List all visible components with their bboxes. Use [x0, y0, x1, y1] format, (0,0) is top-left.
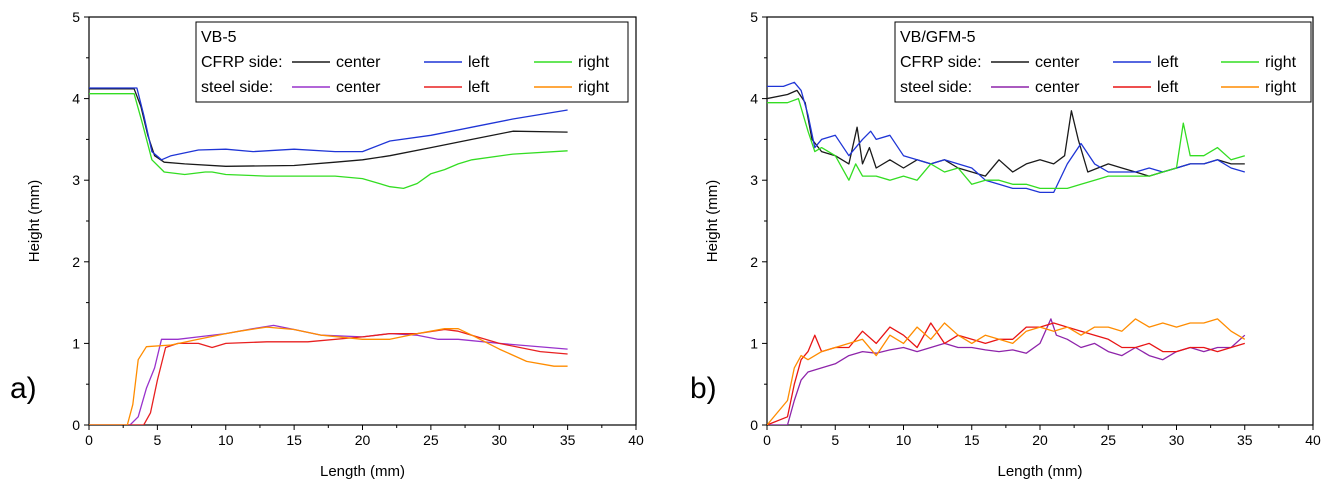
y-tick-label: 2 [750, 254, 758, 270]
series-line-steel-right [767, 318, 1246, 425]
y-tick-label: 1 [72, 335, 80, 351]
y-tick-label: 4 [750, 91, 758, 107]
series-line-steel-left [89, 328, 568, 425]
y-tick-label: 0 [72, 417, 80, 433]
x-tick-label: 15 [964, 432, 980, 448]
x-tick-label: 20 [355, 432, 371, 448]
x-tick-label: 35 [560, 432, 576, 448]
series-line-steel-center [767, 318, 1246, 425]
panel-label: a) [10, 372, 37, 405]
legend-entry-cfrp-center: center [1035, 54, 1080, 71]
legend-entry-steel-left: left [468, 79, 490, 96]
legend-entry-steel-center: center [1035, 79, 1080, 96]
legend-cfrp-label: CFRP side: [900, 54, 982, 71]
x-tick-label: 5 [831, 432, 839, 448]
legend-entry-steel-right: right [578, 79, 610, 96]
legend-steel-label: steel side: [900, 79, 972, 96]
series-line-cfrp-right [767, 97, 1245, 190]
x-tick-label: 30 [1169, 432, 1185, 448]
y-axis-title: Height (mm) [26, 180, 43, 263]
legend-entry-cfrp-right: right [1265, 54, 1297, 71]
x-tick-label: 10 [896, 432, 912, 448]
series-line-cfrp-center [767, 89, 1245, 177]
series-line-cfrp-left [89, 87, 568, 161]
legend-entry-cfrp-left: left [468, 54, 490, 71]
x-tick-label: 40 [628, 432, 644, 448]
legend-entry-cfrp-right: right [578, 54, 610, 71]
y-tick-label: 3 [72, 172, 80, 188]
panel-label: b) [690, 372, 717, 405]
y-axis-title: Height (mm) [704, 180, 721, 263]
legend-entry-steel-right: right [1265, 79, 1297, 96]
y-tick-label: 2 [72, 254, 80, 270]
series-line-cfrp-right [89, 93, 568, 190]
legend: VB-5 CFRP side: steel side: center left right… [195, 21, 629, 103]
series-line-steel-right [89, 326, 568, 425]
series-group [89, 87, 568, 425]
y-tick-label: 0 [750, 417, 758, 433]
y-tick-label: 4 [72, 91, 80, 107]
x-tick-label: 0 [85, 432, 93, 448]
x-tick-label: 0 [763, 432, 771, 448]
x-tick-label: 40 [1305, 432, 1321, 448]
x-tick-label: 15 [286, 432, 302, 448]
legend-entry-cfrp-left: left [1157, 54, 1179, 71]
legend-entry-cfrp-center: center [336, 54, 381, 71]
legend-entry-steel-center: center [336, 79, 381, 96]
x-axis-title: Length (mm) [320, 463, 405, 480]
chart-panel-a: 0 5 10 15 20 25 30 35 40 0 1 2 3 4 5 Length (mm) Height … [10, 9, 644, 480]
x-axis-title: Length (mm) [997, 463, 1082, 480]
x-tick-label: 20 [1032, 432, 1048, 448]
legend-title: VB/GFM-5 [900, 29, 976, 46]
legend: VB/GFM-5 CFRP side: steel side: center left r… [894, 21, 1312, 103]
y-tick-label: 5 [750, 9, 758, 25]
legend-title: VB-5 [201, 29, 237, 46]
x-tick-label: 5 [153, 432, 161, 448]
x-tick-label: 30 [491, 432, 507, 448]
legend-steel-label: steel side: [201, 79, 273, 96]
series-line-cfrp-center [89, 88, 568, 167]
x-tick-label: 10 [218, 432, 234, 448]
legend-entry-steel-left: left [1157, 79, 1179, 96]
y-tick-label: 3 [750, 172, 758, 188]
x-tick-label: 25 [1100, 432, 1116, 448]
y-tick-label: 1 [750, 335, 758, 351]
chart-panel-b: 0 5 10 15 20 25 30 35 40 0 1 2 3 4 5 Length (mm) Height … [690, 9, 1321, 480]
legend-cfrp-label: CFRP side: [201, 54, 283, 71]
y-tick-label: 5 [72, 9, 80, 25]
x-tick-label: 35 [1237, 432, 1253, 448]
series-line-steel-left [767, 322, 1245, 425]
x-tick-label: 25 [423, 432, 439, 448]
series-group [767, 81, 1246, 425]
